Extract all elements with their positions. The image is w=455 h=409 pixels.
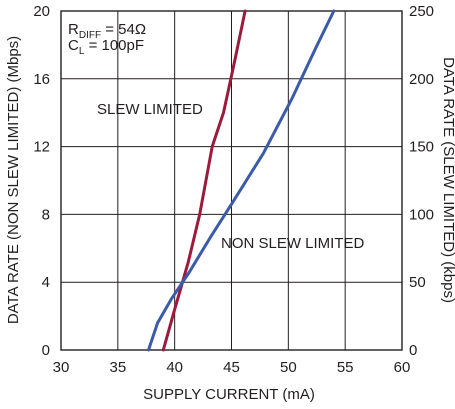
y-right-tick-label: 200 (409, 71, 434, 88)
series-line-slew-limited (161, 9, 247, 352)
y-left-tick-label: 20 (33, 3, 50, 20)
y-left-axis-label: DATA RATE (NON SLEW LIMITED) (Mbps) (5, 36, 22, 324)
x-axis-label: SUPPLY CURRENT (mA) (143, 386, 315, 403)
series-layer (147, 9, 336, 352)
y-right-tick-label: 150 (409, 139, 434, 156)
x-tick-label: 60 (394, 359, 411, 376)
y-right-axis-label: DATA RATE (SLEW LIMITED) (kbps) (440, 57, 455, 303)
y-right-tick-label: 50 (409, 274, 426, 291)
y-left-tick-label: 16 (33, 71, 50, 88)
condition-cl: CL = 100pF (68, 37, 144, 57)
y-left-tick-label: 0 (42, 342, 50, 359)
y-right-tick-label: 100 (409, 206, 434, 223)
y-right-tick-labels: 0 50 100 150 200 250 (409, 3, 434, 359)
y-right-tick-label: 250 (409, 3, 434, 20)
y-left-tick-label: 8 (42, 206, 50, 223)
condition-rdiff: RDIFF = 54Ω (68, 21, 146, 41)
y-right-tick-label: 0 (409, 342, 417, 359)
plot-frame (60, 10, 403, 351)
x-tick-label: 55 (337, 359, 354, 376)
y-left-tick-label: 12 (33, 139, 50, 156)
non-slew-limited-label: NON SLEW LIMITED (221, 235, 365, 252)
x-tick-labels: 30 35 40 45 50 55 60 (53, 359, 411, 376)
y-left-tick-labels: 0 4 8 12 16 20 (33, 3, 50, 359)
x-tick-label: 40 (166, 359, 183, 376)
slew-limited-label: SLEW LIMITED (97, 101, 203, 118)
x-tick-label: 50 (280, 359, 297, 376)
x-tick-label: 35 (109, 359, 126, 376)
x-tick-label: 30 (53, 359, 70, 376)
x-tick-label: 45 (223, 359, 240, 376)
series-line-non-slew-limited (147, 9, 336, 352)
grid (61, 11, 402, 350)
y-left-tick-label: 4 (42, 274, 50, 291)
